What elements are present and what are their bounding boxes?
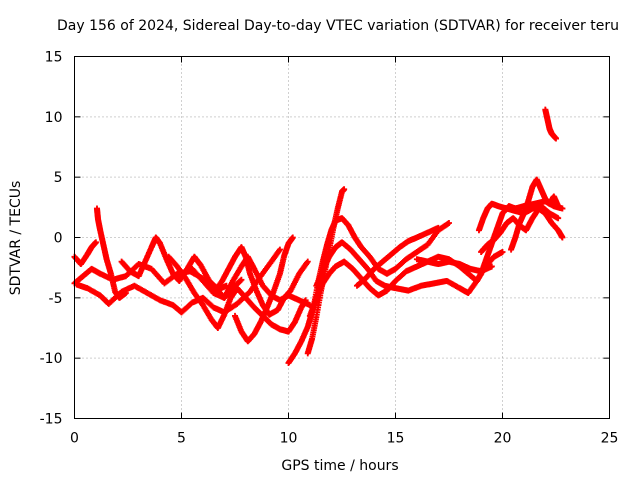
data-point [488,263,495,270]
series-track-4 [93,205,129,301]
series-track-3 [71,239,99,268]
data-point [553,135,559,142]
y-tick-label: -15 [40,412,63,428]
x-tick-label: 0 [70,431,79,447]
series-track-18 [478,205,566,255]
x-tick-label: 10 [280,431,298,447]
data-point [446,220,452,227]
x-axis-label: GPS time / hours [281,458,398,474]
data-point [276,246,283,253]
data-point [555,203,562,210]
data-point [499,248,506,255]
y-tick-label: 15 [45,50,63,66]
data-point [559,234,566,241]
series-track-9 [210,244,311,318]
x-tick-label: 5 [177,431,186,447]
chart-title: Day 156 of 2024, Sidereal Day-to-day VTE… [57,18,619,34]
data-point [559,205,566,212]
y-tick-label: 10 [45,110,63,126]
data-point [122,290,129,297]
series-track-20 [542,106,559,142]
series-track-14 [313,239,506,297]
series-track-19 [508,176,562,253]
series-track-11 [304,186,348,357]
series-track-13 [306,258,495,319]
data-point [435,224,442,231]
y-tick-label: 5 [54,170,63,186]
data-point [341,186,348,193]
series-track-17 [475,200,562,234]
grid [74,56,610,419]
data-point [92,239,99,246]
y-tick-label: -5 [49,291,63,307]
data-marks [71,106,566,366]
x-tick-label: 15 [387,431,405,447]
data-point [289,234,296,241]
axis-ticks: 0 5 10 15 20 25 -15 -10 -5 0 5 10 15 [40,50,619,447]
x-tick-label: 20 [494,431,512,447]
series-track-15 [353,224,442,289]
y-tick-label: 0 [54,231,63,247]
data-point [238,276,245,283]
x-tick-label: 25 [601,431,619,447]
y-tick-label: -10 [40,351,63,367]
data-point [304,258,311,265]
y-axis-label: SDTVAR / TECUs [8,181,24,296]
data-point [555,215,562,222]
